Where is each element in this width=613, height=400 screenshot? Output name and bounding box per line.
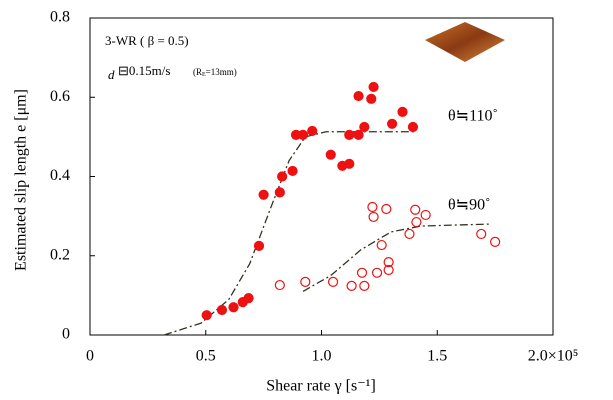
y-tick-label: 0.4	[50, 167, 70, 184]
x-tick-label: 1.5	[427, 348, 447, 365]
annotation: d	[108, 67, 115, 82]
point	[476, 228, 487, 240]
fit-curve	[302, 223, 491, 292]
annotation: ⊟0.15m/s	[118, 63, 170, 78]
point	[410, 204, 421, 215]
point	[404, 228, 415, 240]
annotation: (RE=13mm)	[193, 67, 237, 78]
point	[344, 129, 355, 140]
annotation: 3-WR ( β = 0.5)	[105, 33, 189, 48]
point	[287, 165, 298, 177]
point	[397, 106, 408, 118]
y-tick-label: 0.6	[50, 88, 70, 105]
point	[353, 90, 364, 102]
point	[274, 279, 285, 291]
point	[490, 236, 501, 247]
x-axis-label: Shear rate γ [s⁻¹]	[266, 378, 376, 395]
point	[243, 293, 254, 304]
point	[368, 81, 379, 93]
point	[353, 129, 364, 140]
point	[274, 187, 285, 198]
point	[368, 211, 379, 223]
annotation: =13mm)	[206, 67, 237, 77]
x-tick-label: 1.0	[312, 348, 332, 365]
point	[325, 149, 336, 160]
point	[300, 276, 311, 288]
point	[359, 280, 370, 291]
point	[228, 302, 239, 313]
point	[356, 267, 368, 278]
fit-curve	[163, 131, 417, 336]
point	[407, 121, 419, 133]
y-tick-label: 0.2	[50, 246, 70, 263]
y-tick-label: 0	[62, 326, 70, 343]
annotation: E	[202, 72, 206, 78]
point	[371, 267, 383, 278]
annotation: (R	[193, 67, 202, 77]
point	[344, 158, 355, 169]
point	[307, 125, 318, 137]
point	[376, 239, 387, 251]
point	[253, 240, 265, 251]
point	[383, 264, 394, 276]
y-tick-label: 0.8	[50, 9, 70, 26]
point	[277, 171, 288, 182]
point	[216, 304, 228, 316]
point	[201, 310, 212, 321]
point	[411, 216, 422, 228]
point	[381, 203, 392, 215]
surface-image	[425, 22, 505, 62]
annotation: θ≒90˚	[448, 197, 490, 214]
point	[258, 189, 269, 200]
point	[367, 201, 378, 213]
point	[359, 121, 370, 133]
point	[327, 276, 339, 288]
point	[387, 118, 398, 129]
point	[366, 93, 377, 104]
point	[383, 256, 394, 268]
point	[420, 209, 431, 221]
x-tick-label: 0	[86, 348, 94, 365]
point	[346, 280, 357, 291]
x-tick-label: 0.5	[196, 348, 216, 365]
x-tick-label: 2.0×10⁵	[528, 348, 579, 365]
point	[297, 129, 309, 140]
y-axis-label: Estimated slip length e [μm]	[13, 89, 30, 271]
annotation: θ≒110˚	[448, 108, 498, 125]
